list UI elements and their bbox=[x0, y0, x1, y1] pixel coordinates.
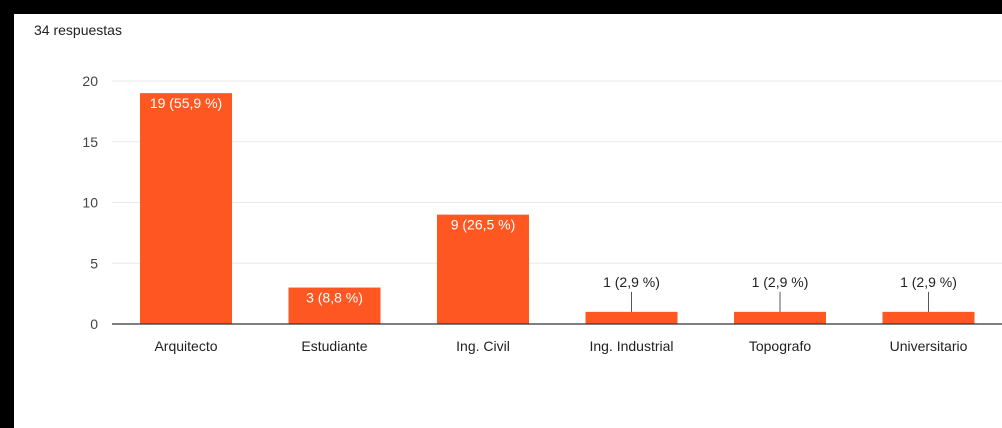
data-label: 19 (55,9 %) bbox=[150, 95, 222, 111]
category-label: Ing. Civil bbox=[456, 338, 510, 354]
y-tick-label: 20 bbox=[82, 73, 98, 89]
bar-chart: 0 5 10 15 20 19 (55,9 %) Arquitecto 3 (8,8 %) Es… bbox=[82, 73, 1002, 354]
data-label: 1 (2,9 %) bbox=[900, 274, 957, 290]
y-tick-label: 0 bbox=[90, 316, 98, 332]
chart-card: 34 respuestas 0 5 10 15 20 19 (55,9 %) Arquite… bbox=[14, 14, 1002, 428]
bar[interactable] bbox=[734, 311, 826, 324]
bar[interactable] bbox=[585, 311, 678, 324]
data-label: 3 (8,8 %) bbox=[306, 290, 363, 306]
y-tick-label: 10 bbox=[82, 195, 98, 211]
bar[interactable] bbox=[882, 311, 975, 324]
y-tick-label: 5 bbox=[90, 255, 98, 271]
category-label: Topografo bbox=[749, 338, 811, 354]
response-count: 34 respuestas bbox=[34, 22, 122, 38]
data-label: 1 (2,9 %) bbox=[603, 274, 660, 290]
category-label: Ing. Industrial bbox=[589, 338, 673, 354]
bar[interactable] bbox=[288, 287, 381, 324]
y-tick-label: 15 bbox=[82, 134, 98, 150]
category-label: Universitario bbox=[890, 338, 968, 354]
category-label: Estudiante bbox=[301, 338, 367, 354]
bar[interactable] bbox=[140, 93, 232, 325]
data-label: 9 (26,5 %) bbox=[451, 217, 516, 233]
data-label: 1 (2,9 %) bbox=[752, 274, 809, 290]
category-label: Arquitecto bbox=[154, 338, 217, 354]
bar[interactable] bbox=[437, 214, 529, 324]
